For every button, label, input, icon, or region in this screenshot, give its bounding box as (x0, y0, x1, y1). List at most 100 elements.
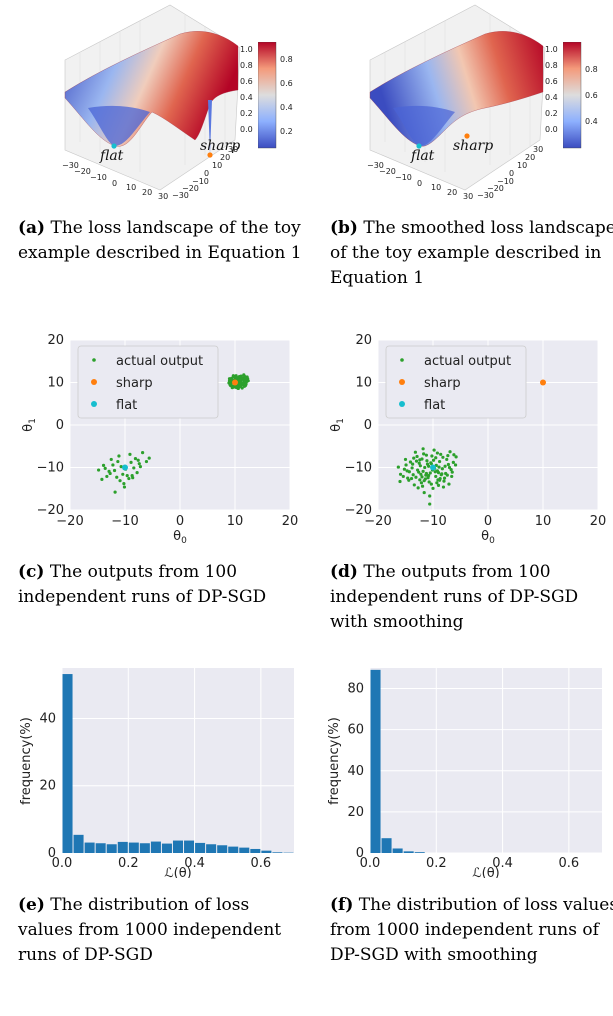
legend-flat-c: flat (116, 398, 137, 413)
y-tick-label: 0 (48, 846, 56, 861)
figure-e: 0.0 0.2 0.4 0.6 0 20 40 ℒ(θ) frequency(%) (12, 658, 302, 878)
svg-text:10: 10 (431, 183, 441, 192)
svg-text:0.6: 0.6 (280, 79, 293, 88)
sharp-label-a: sharp (200, 138, 240, 154)
output-point (230, 386, 234, 390)
svg-text:20: 20 (142, 188, 152, 197)
svg-text:−20: −20 (379, 167, 396, 176)
output-point (442, 476, 447, 480)
histogram-bar (239, 847, 250, 853)
output-point (447, 482, 451, 486)
output-point (417, 461, 421, 465)
colorbar-a: 0.8 0.6 0.4 0.2 (258, 42, 293, 149)
output-point (129, 460, 133, 464)
surface-plot-b: flat sharp 1.0 0.8 0.6 0.4 0.2 0.0 −30 −… (367, 4, 558, 200)
output-point (427, 473, 431, 478)
output-point (439, 452, 443, 456)
x-tick-label: 0.6 (251, 856, 272, 871)
histogram-bar (381, 838, 392, 853)
x-tick-label: 20 (590, 514, 607, 529)
output-point (243, 377, 248, 381)
output-point (434, 456, 438, 460)
output-point (396, 465, 400, 469)
output-point (401, 474, 405, 479)
output-point (420, 484, 425, 488)
marks-d (396, 379, 546, 506)
y-tick-label: 0 (356, 846, 364, 861)
output-point (420, 457, 424, 461)
output-point (100, 477, 104, 481)
output-point (147, 456, 151, 460)
output-point (128, 452, 132, 456)
output-point (430, 454, 434, 458)
x-tick-label: 0.0 (52, 856, 73, 871)
svg-text:0.2: 0.2 (280, 127, 293, 136)
y-axis-subscript-c: 1 (28, 418, 38, 424)
output-point (432, 448, 436, 452)
x-tick-label: −20 (364, 514, 391, 529)
output-point (446, 454, 450, 458)
svg-text:30: 30 (463, 192, 473, 200)
x-tick-label: 0 (484, 514, 492, 529)
histogram-bar (206, 844, 217, 853)
svg-text:−10: −10 (192, 177, 209, 186)
svg-text:−20: −20 (182, 184, 199, 193)
output-point (431, 486, 435, 490)
output-point (421, 469, 425, 473)
flat-basin-a (88, 105, 150, 146)
output-point (450, 474, 454, 479)
sharp-well-a (208, 100, 212, 154)
output-point (227, 379, 232, 383)
output-point (240, 377, 244, 381)
output-point (452, 453, 456, 457)
x-ticks-a: −30 −20 −10 0 10 20 30 (62, 161, 168, 200)
output-point (418, 478, 422, 482)
x-tick-label: 10 (227, 514, 244, 529)
output-point (414, 475, 418, 479)
x-tick-label: 0.2 (118, 856, 139, 871)
svg-text:−30: −30 (172, 191, 189, 200)
output-point (125, 473, 129, 478)
y-axis-label-d: θ1 (329, 418, 346, 432)
svg-text:0.8: 0.8 (585, 65, 598, 74)
output-point (119, 465, 123, 469)
output-point (144, 459, 149, 464)
y-tick-label: −20 (37, 503, 64, 518)
x-axis-label-e: ℒ(θ) (164, 866, 191, 878)
output-point (440, 467, 444, 471)
output-point (413, 450, 417, 454)
x-ticks-b: −30 −20 −10 0 10 20 30 (367, 161, 473, 200)
output-point (445, 457, 449, 462)
output-point (138, 465, 142, 469)
x-tick-label: 0.2 (426, 856, 447, 871)
y-ticks-c: 20 10 0 −10 −20 (37, 333, 64, 518)
output-point (116, 459, 120, 464)
svg-text:−20: −20 (74, 167, 91, 176)
flat-point (122, 464, 128, 471)
flat-marker-a (111, 143, 117, 149)
output-point (113, 490, 117, 494)
y-ticks-f: 0 20 40 60 80 (347, 682, 364, 861)
y-tick-label: 20 (355, 333, 372, 348)
caption-c: (c) The outputs from 100 independent run… (18, 562, 267, 607)
svg-text:−30: −30 (477, 191, 494, 200)
output-point (441, 455, 445, 459)
histogram-bar (228, 846, 239, 853)
x-axis-subscript-c: 0 (181, 536, 187, 545)
histogram-bar (370, 669, 381, 853)
legend-flat-d: flat (424, 398, 445, 413)
svg-text:0.8: 0.8 (280, 55, 293, 64)
histogram-bar (139, 843, 150, 853)
svg-text:30: 30 (158, 192, 168, 200)
sharp-point (540, 379, 546, 386)
x-tick-label: −10 (111, 514, 138, 529)
output-point (436, 471, 441, 475)
output-point (131, 476, 135, 480)
legend-actual-d: actual output (424, 354, 511, 369)
z-ticks-b: 1.0 0.8 0.6 0.4 0.2 0.0 (545, 45, 558, 134)
svg-text:10: 10 (126, 183, 136, 192)
output-point (398, 472, 403, 476)
output-point (450, 470, 454, 474)
histogram-bar (150, 841, 161, 853)
